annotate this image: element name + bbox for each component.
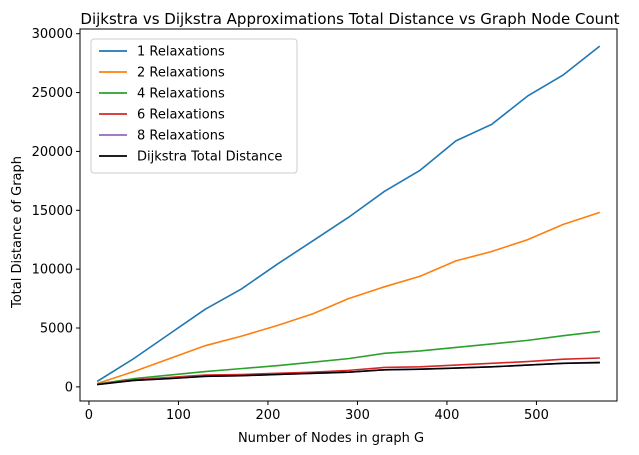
y-tick-label: 15000 xyxy=(32,204,73,219)
series-line-4 xyxy=(97,357,600,386)
legend-label: Dijkstra Total Distance xyxy=(137,150,282,165)
x-tick-label: 100 xyxy=(166,408,191,423)
x-tick-label: 200 xyxy=(256,408,281,423)
y-axis-label: Total Distance of Graph xyxy=(10,156,25,309)
y-tick-label: 10000 xyxy=(32,263,73,278)
y-tick-label: 20000 xyxy=(32,145,73,160)
x-tick-label: 0 xyxy=(85,408,93,423)
plot-area: 0 100 200 300 400 500050001000015000200002500… xyxy=(32,27,618,423)
series-line-1 xyxy=(96,45,601,383)
legend: 1 Relaxations 2 Relaxations 4 Relaxations 6… xyxy=(90,38,298,174)
legend-label: 1 Relaxations xyxy=(137,45,225,60)
axes-frame xyxy=(79,28,618,402)
series-line-2 xyxy=(96,211,601,385)
y-tick-label: 0 xyxy=(65,380,73,395)
series-line-3 xyxy=(96,330,600,385)
legend-label: 8 Relaxations xyxy=(137,129,225,144)
y-tick-label: 25000 xyxy=(32,86,73,101)
series-line-6 xyxy=(97,361,600,386)
x-tick-label: 400 xyxy=(435,408,460,423)
legend-label: 6 Relaxations xyxy=(137,108,225,123)
legend-box xyxy=(90,38,298,174)
x-tick-label: 500 xyxy=(524,408,549,423)
legend-label: 4 Relaxations xyxy=(137,87,225,102)
y-tick-label: 30000 xyxy=(32,27,73,42)
y-tick-label: 5000 xyxy=(40,322,73,337)
x-tick-label: 300 xyxy=(345,408,370,423)
legend-label: 2 Relaxations xyxy=(137,66,225,81)
x-axis-label: Number of Nodes in graph G xyxy=(238,431,424,446)
chart-title: Dijkstra vs Dijkstra Approximations Tota… xyxy=(80,10,619,28)
